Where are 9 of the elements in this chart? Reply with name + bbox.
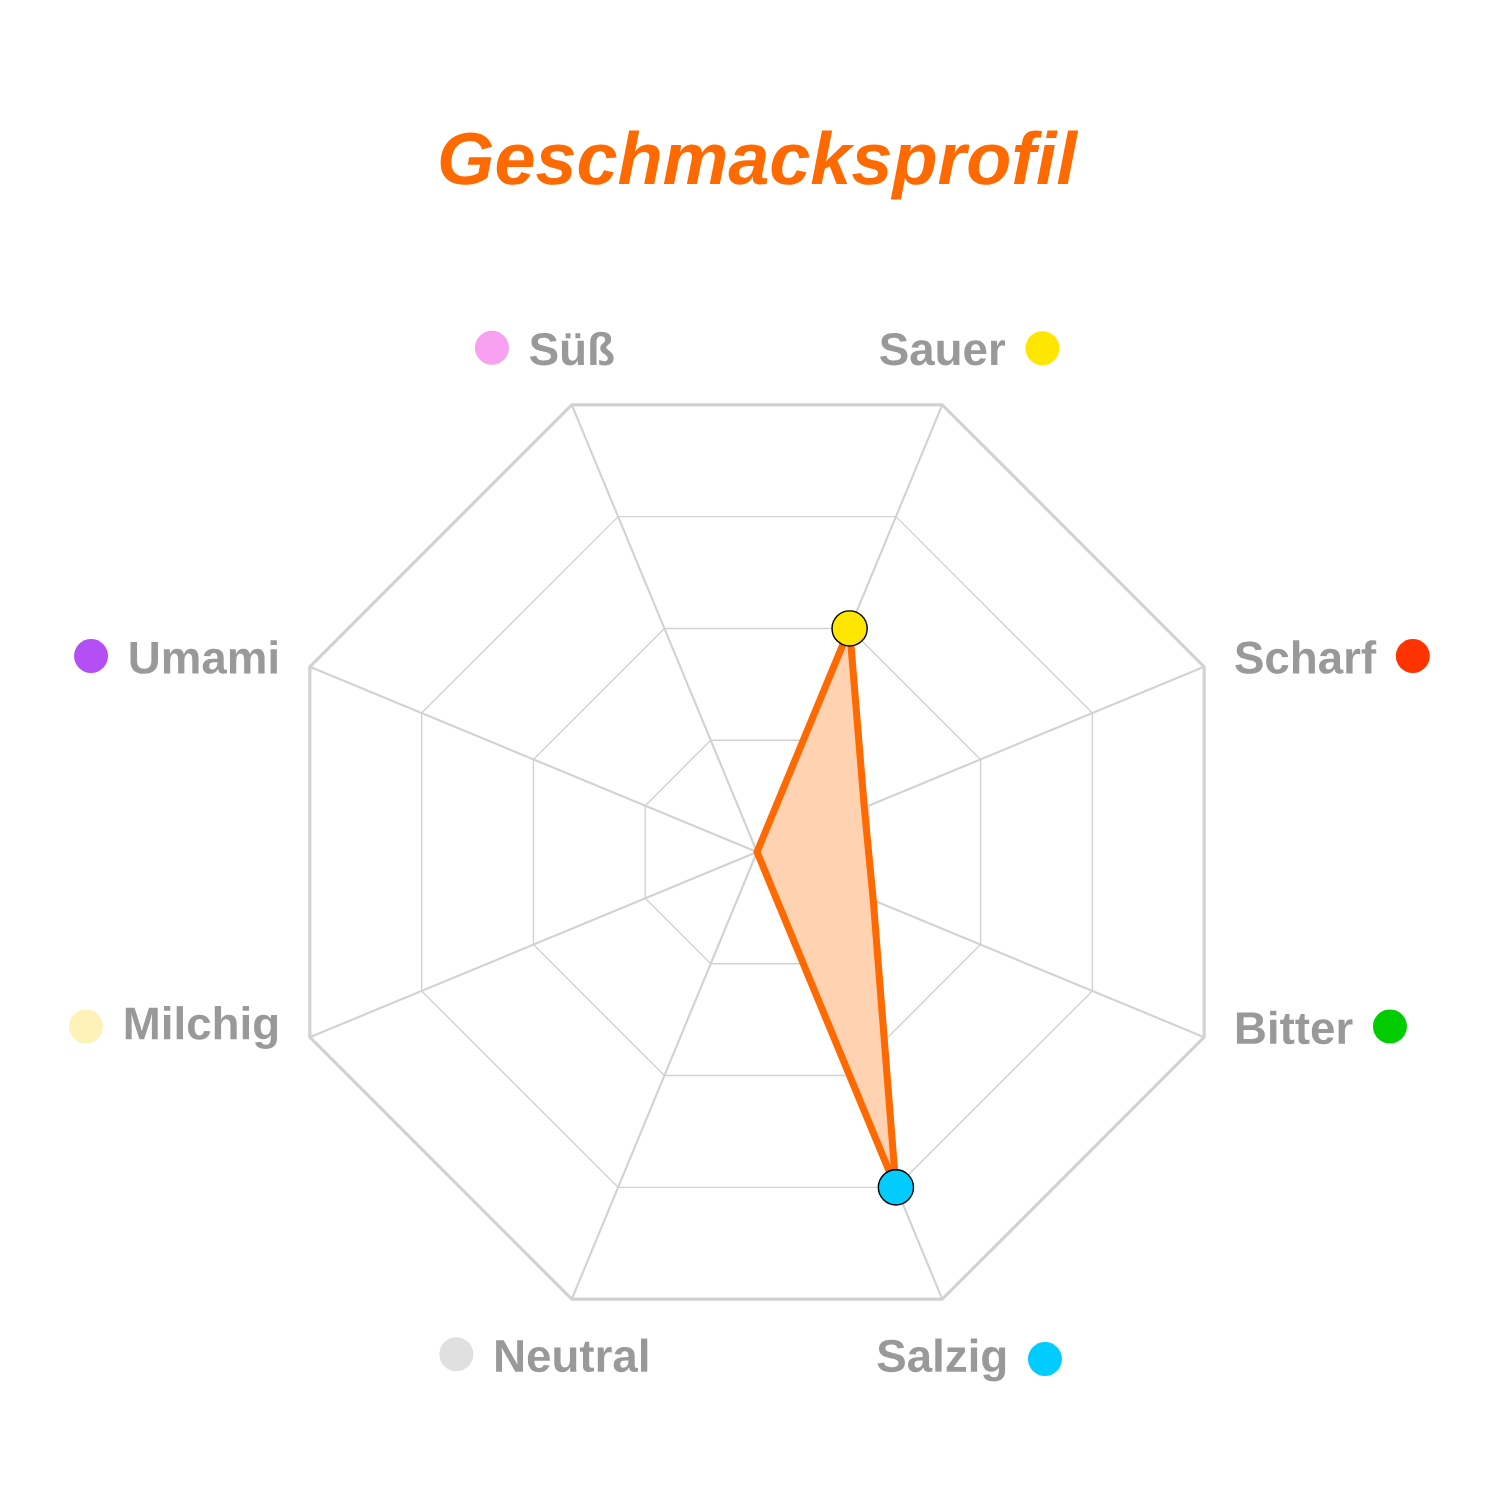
spoke-label: Süß: [529, 331, 614, 366]
spoke-label: Neutral: [496, 1338, 648, 1373]
spoke-label: Scharf: [1235, 640, 1377, 674]
spoke-label: Umami: [130, 640, 277, 674]
spoke-label: Salzig: [877, 1338, 1006, 1382]
spoke-label: Sauer: [880, 333, 1006, 366]
spoke-label: Bitter: [1236, 1010, 1353, 1045]
chart-title: Geschmacksprofil: [440, 130, 1079, 200]
spoke-label: Milchig: [125, 1006, 278, 1049]
